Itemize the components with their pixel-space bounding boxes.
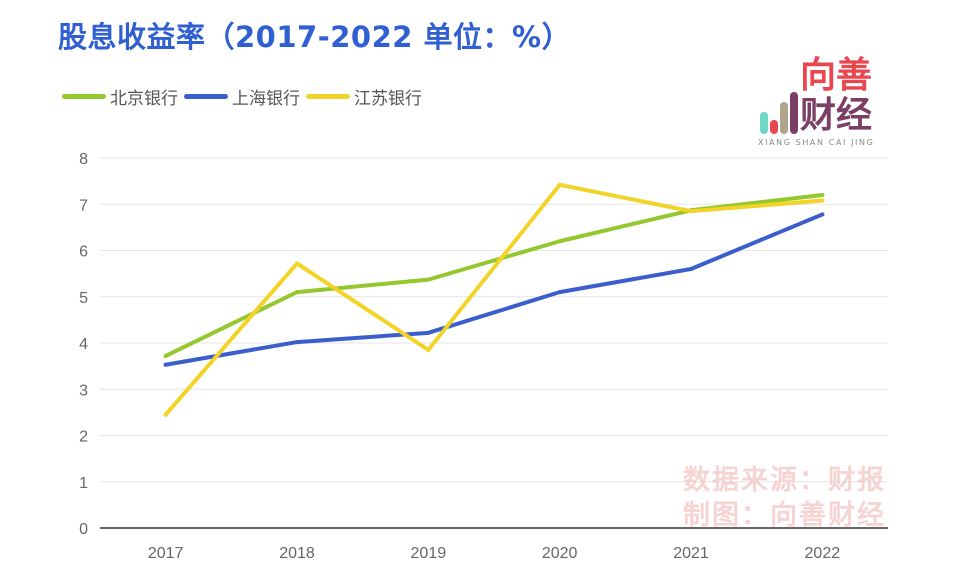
chart-title: 股息收益率（2017-2022 单位：%） — [58, 20, 572, 54]
x-tick-label: 2017 — [148, 545, 184, 562]
legend-item-jiangsu-bank[interactable]: 江苏银行 — [306, 84, 422, 109]
y-tick-label: 3 — [79, 382, 88, 399]
series-1-point-4 — [689, 267, 693, 271]
legend-swatch-jiangsu-bank — [306, 94, 350, 99]
y-tick-label: 2 — [79, 429, 88, 446]
series-0-point-1 — [295, 290, 299, 295]
series-2-point-2 — [426, 347, 431, 352]
legend-swatch-shanghai-bank — [184, 94, 228, 99]
series-0-point-5 — [820, 193, 825, 197]
logo-sub-text: XIANG SHAN CAI JING — [758, 138, 875, 147]
legend: 北京银行 上海银行 江苏银行 — [62, 84, 428, 109]
logo-bar-3 — [780, 102, 788, 134]
y-tick-label: 5 — [79, 290, 88, 307]
watermark-source: 数据来源：财报 — [683, 465, 886, 496]
watermark-maker: 制图：向善财经 — [683, 500, 886, 531]
x-tick-label: 2020 — [542, 545, 578, 562]
series-1-point-3 — [557, 290, 562, 295]
x-tick-labels: 2017 2018 2019 2020 2021 2022 — [148, 545, 840, 562]
series-1-point-1 — [295, 340, 299, 345]
legend-label-beijing-bank: 北京银行 — [110, 89, 178, 109]
logo-bar-2 — [770, 120, 778, 134]
series-0-point-3 — [557, 239, 562, 244]
y-tick-label: 6 — [79, 244, 88, 261]
series-0-point-0 — [163, 353, 168, 358]
series-1-point-5 — [820, 212, 825, 217]
logo-bottom-text: 财经 — [800, 95, 873, 136]
y-tick-label: 0 — [79, 521, 88, 538]
series-line-1 — [163, 212, 825, 367]
y-tick-label: 1 — [79, 475, 88, 492]
series-0-point-2 — [426, 277, 431, 282]
series-2-point-4 — [689, 209, 693, 214]
logo-top-text: 向善 — [800, 55, 873, 96]
y-tick-labels: 0 1 2 3 4 5 6 7 8 — [79, 151, 88, 538]
series-line-2 — [163, 182, 825, 417]
series-2-point-3 — [557, 182, 562, 187]
y-tick-label: 4 — [79, 336, 88, 353]
grid-lines — [100, 157, 888, 529]
y-tick-label: 8 — [79, 151, 88, 168]
logo-bars-icon — [760, 92, 798, 134]
x-tick-label: 2021 — [673, 545, 709, 562]
series-lines — [163, 182, 825, 417]
series-line-0 — [163, 193, 825, 358]
legend-item-shanghai-bank[interactable]: 上海银行 — [184, 84, 300, 109]
y-tick-label: 7 — [79, 197, 88, 214]
series-2-point-1 — [295, 261, 299, 266]
logo-bar-1 — [760, 112, 768, 134]
series-2-point-5 — [820, 198, 825, 203]
legend-swatch-beijing-bank — [62, 94, 106, 99]
series-2-point-0 — [163, 412, 168, 417]
legend-item-beijing-bank[interactable]: 北京银行 — [62, 84, 178, 109]
series-1-point-0 — [163, 362, 168, 367]
logo-bar-4 — [790, 92, 798, 134]
brand-logo: 向善 财经 XIANG SHAN CAI JING — [756, 58, 886, 150]
series-1-point-2 — [426, 330, 431, 335]
x-tick-label: 2022 — [805, 545, 841, 562]
x-tick-label: 2018 — [279, 545, 315, 562]
legend-label-jiangsu-bank: 江苏银行 — [354, 89, 422, 109]
legend-label-shanghai-bank: 上海银行 — [232, 89, 300, 109]
x-tick-label: 2019 — [411, 545, 447, 562]
